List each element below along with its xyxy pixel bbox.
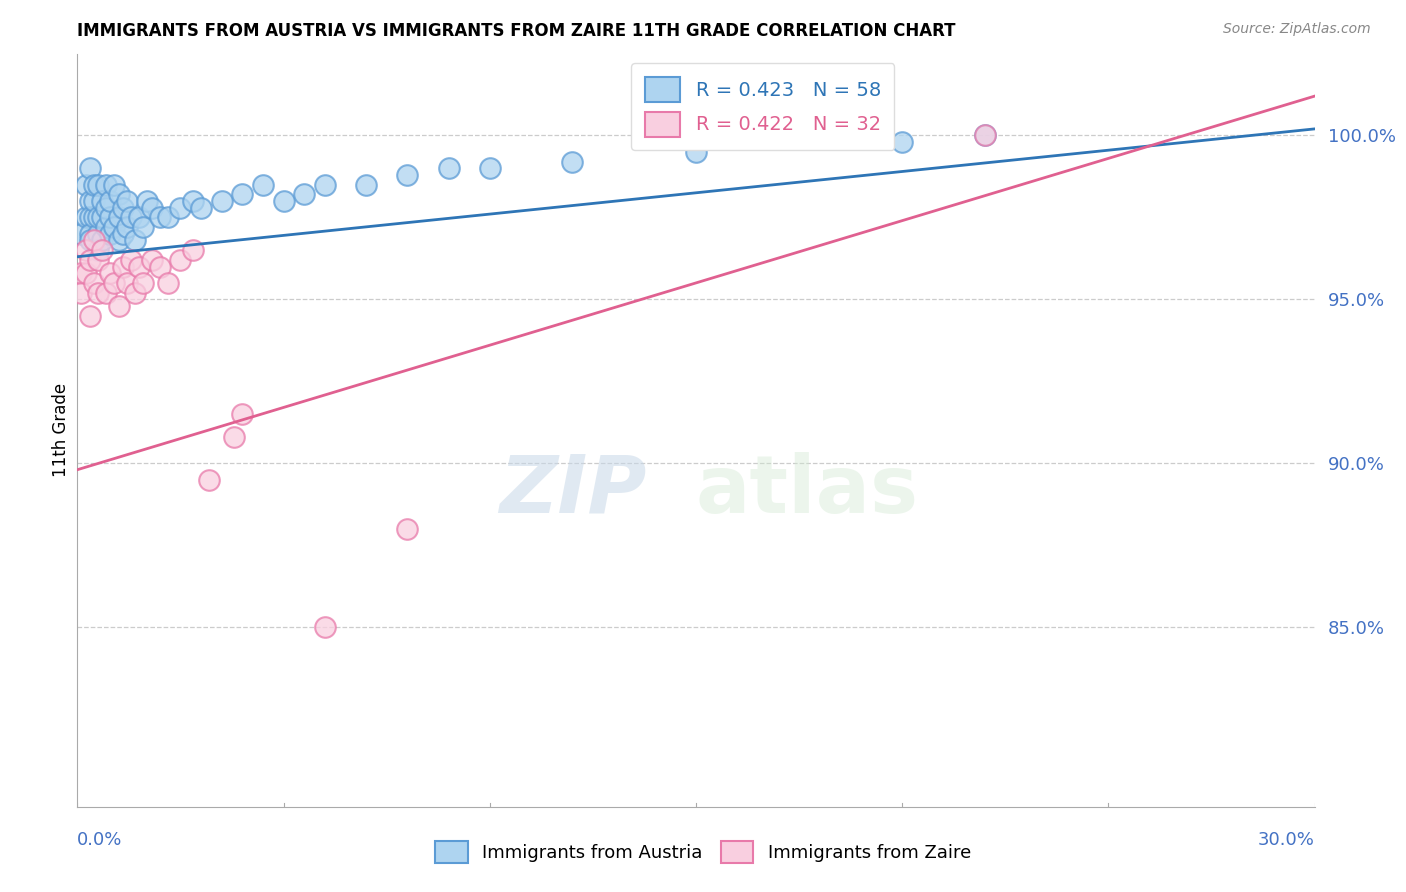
Point [79,252,101,267]
Point [292,187,315,202]
Point [354,178,377,192]
Point [157,211,180,225]
Point [75,211,97,225]
Point [190,201,212,215]
Point [437,161,460,176]
Point [83,194,105,208]
Point [685,145,707,159]
Point [132,276,155,290]
Point [91,211,114,225]
Point [124,233,146,247]
Point [115,194,138,208]
Point [98,227,121,241]
Point [107,299,129,313]
Point [87,285,110,300]
Point [169,252,191,267]
Point [75,266,97,280]
Point [111,227,134,241]
Point [115,220,138,235]
Text: Source: ZipAtlas.com: Source: ZipAtlas.com [1223,22,1371,37]
Point [973,128,995,143]
Point [107,233,129,247]
Point [149,211,172,225]
Point [79,161,101,176]
Point [136,194,159,208]
Point [107,187,129,202]
Point [96,220,118,235]
Text: 30.0%: 30.0% [1258,831,1315,849]
Point [79,227,101,241]
Point [120,252,142,267]
Point [107,211,129,225]
Point [141,201,163,215]
Point [91,194,114,208]
Point [169,201,191,215]
Point [149,260,172,274]
Point [103,220,125,235]
Y-axis label: 11th Grade: 11th Grade [52,384,70,477]
Point [79,233,101,247]
Point [124,285,146,300]
Point [75,178,97,192]
Text: IMMIGRANTS FROM AUSTRIA VS IMMIGRANTS FROM ZAIRE 11TH GRADE CORRELATION CHART: IMMIGRANTS FROM AUSTRIA VS IMMIGRANTS FR… [77,22,956,40]
Point [314,178,336,192]
Point [96,178,118,192]
Point [87,178,110,192]
Point [115,276,138,290]
Point [396,522,419,536]
Point [70,227,93,241]
Point [231,187,253,202]
Point [198,473,221,487]
Point [128,260,150,274]
Point [314,620,336,634]
Point [83,211,105,225]
Point [222,430,245,444]
Point [79,211,101,225]
Point [75,243,97,257]
Point [98,211,121,225]
Point [98,266,121,280]
Point [87,243,110,257]
Point [231,407,253,421]
Text: ZIP: ZIP [499,451,647,530]
Point [103,276,125,290]
Point [111,260,134,274]
Point [181,194,204,208]
Point [120,211,142,225]
Point [478,161,501,176]
Point [128,211,150,225]
Legend: Immigrants from Austria, Immigrants from Zaire: Immigrants from Austria, Immigrants from… [426,832,980,872]
Point [141,252,163,267]
Point [87,211,110,225]
Point [132,220,155,235]
Legend: R = 0.423   N = 58, R = 0.422   N = 32: R = 0.423 N = 58, R = 0.422 N = 32 [631,63,894,150]
Point [891,135,914,149]
Point [973,128,995,143]
Point [96,201,118,215]
Point [103,178,125,192]
Point [396,168,419,182]
Point [181,243,204,257]
Point [98,194,121,208]
Point [87,227,110,241]
Text: atlas: atlas [696,451,920,530]
Point [79,194,101,208]
Point [83,233,105,247]
Point [91,243,114,257]
Point [252,178,274,192]
Point [111,201,134,215]
Text: 0.0%: 0.0% [77,831,122,849]
Point [91,233,114,247]
Point [157,276,180,290]
Point [96,285,118,300]
Point [273,194,295,208]
Point [87,252,110,267]
Point [211,194,233,208]
Point [83,178,105,192]
Point [70,266,93,280]
Point [561,154,583,169]
Point [83,276,105,290]
Point [79,309,101,323]
Point [70,285,93,300]
